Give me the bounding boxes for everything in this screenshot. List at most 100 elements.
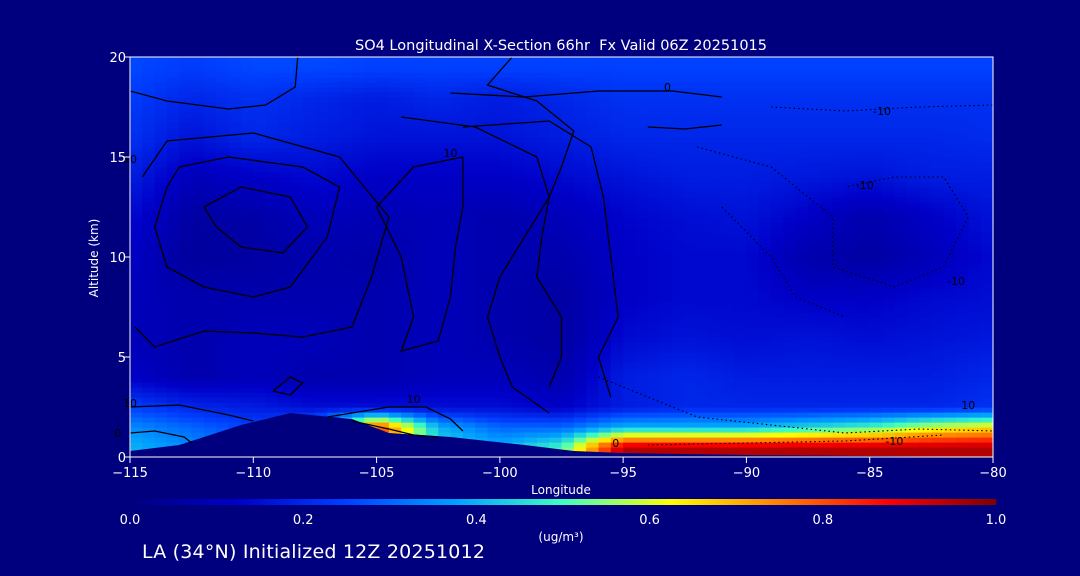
heatmap-cell xyxy=(832,377,846,383)
heatmap-cell xyxy=(968,222,982,228)
heatmap-cell xyxy=(401,132,415,138)
heatmap-cell xyxy=(894,102,908,108)
heatmap-cell xyxy=(314,207,328,213)
heatmap-cell xyxy=(734,252,748,258)
heatmap-cell xyxy=(524,162,538,168)
heatmap-cell xyxy=(179,217,193,223)
heatmap-cell xyxy=(351,312,365,318)
heatmap-cell xyxy=(906,347,920,353)
heatmap-cell xyxy=(672,232,686,238)
heatmap-cell xyxy=(795,217,809,223)
heatmap-cell xyxy=(314,267,328,273)
heatmap-cell xyxy=(734,157,748,163)
heatmap-cell xyxy=(302,97,316,103)
heatmap-cell xyxy=(647,417,661,423)
heatmap-cell xyxy=(302,407,316,413)
heatmap-cell xyxy=(610,212,624,218)
heatmap-cell xyxy=(130,377,143,383)
heatmap-cell xyxy=(561,367,575,373)
heatmap-cell xyxy=(154,337,168,343)
heatmap-cell xyxy=(808,127,821,133)
heatmap-cell xyxy=(376,347,390,353)
heatmap-cell xyxy=(672,342,686,348)
heatmap-cell xyxy=(277,202,291,208)
heatmap-cell xyxy=(130,177,143,183)
heatmap-cell xyxy=(610,237,624,243)
heatmap-cell xyxy=(487,157,501,163)
heatmap-cell xyxy=(561,232,575,238)
heatmap-cell xyxy=(302,142,316,148)
heatmap-cell xyxy=(524,387,538,393)
heatmap-cell xyxy=(561,332,575,338)
heatmap-cell xyxy=(561,337,575,343)
heatmap-cell xyxy=(795,142,809,148)
heatmap-cell xyxy=(586,267,600,273)
heatmap-cell xyxy=(142,327,156,333)
heatmap-cell xyxy=(820,237,834,243)
heatmap-cell xyxy=(746,237,760,243)
heatmap-cell xyxy=(598,317,612,323)
heatmap-cell xyxy=(795,197,809,203)
heatmap-cell xyxy=(869,447,883,453)
heatmap-cell xyxy=(487,422,501,428)
heatmap-cell xyxy=(265,182,279,188)
heatmap-cell xyxy=(450,332,464,338)
heatmap-cell xyxy=(253,202,267,208)
heatmap-cell xyxy=(524,172,538,178)
heatmap-cell xyxy=(734,102,748,108)
heatmap-cell xyxy=(351,317,365,323)
heatmap-cell xyxy=(487,322,501,328)
heatmap-cell xyxy=(623,192,637,198)
heatmap-cell xyxy=(610,387,624,393)
heatmap-cell xyxy=(771,182,785,188)
heatmap-cell xyxy=(154,137,168,143)
heatmap-cell xyxy=(512,427,526,433)
heatmap-cell xyxy=(845,212,858,218)
heatmap-cell xyxy=(376,232,390,238)
heatmap-cell xyxy=(623,352,637,358)
heatmap-cell xyxy=(536,332,550,338)
heatmap-cell xyxy=(808,312,821,318)
heatmap-cell xyxy=(623,212,637,218)
heatmap-cell xyxy=(401,247,415,253)
heatmap-cell xyxy=(216,327,230,333)
heatmap-cell xyxy=(191,407,205,413)
heatmap-cell xyxy=(253,112,267,118)
heatmap-cell xyxy=(820,192,834,198)
heatmap-cell xyxy=(438,412,452,418)
heatmap-cell xyxy=(290,267,304,273)
heatmap-cell xyxy=(820,182,834,188)
heatmap-cell xyxy=(351,237,365,243)
heatmap-cell xyxy=(388,297,402,303)
heatmap-cell xyxy=(684,362,698,368)
heatmap-cell xyxy=(413,272,427,278)
heatmap-cell xyxy=(290,112,304,118)
heatmap-cell xyxy=(968,262,982,268)
heatmap-cell xyxy=(635,297,649,303)
heatmap-cell xyxy=(647,157,661,163)
heatmap-cell xyxy=(832,147,846,153)
heatmap-cell xyxy=(314,392,328,398)
heatmap-cell xyxy=(549,242,563,248)
heatmap-cell xyxy=(734,167,748,173)
heatmap-cell xyxy=(869,232,883,238)
heatmap-cell xyxy=(351,152,365,158)
heatmap-cell xyxy=(549,227,563,233)
heatmap-cell xyxy=(154,177,168,183)
heatmap-cell xyxy=(364,417,378,423)
heatmap-cell xyxy=(475,207,489,213)
heatmap-cell xyxy=(425,132,439,138)
heatmap-cell xyxy=(697,427,711,433)
heatmap-cell xyxy=(388,407,402,413)
heatmap-cell xyxy=(438,337,452,343)
heatmap-cell xyxy=(302,347,316,353)
heatmap-cell xyxy=(364,132,378,138)
heatmap-cell xyxy=(475,307,489,313)
heatmap-cell xyxy=(931,307,945,313)
heatmap-cell xyxy=(968,212,982,218)
heatmap-cell xyxy=(154,362,168,368)
heatmap-cell xyxy=(869,182,883,188)
heatmap-cell xyxy=(216,192,230,198)
heatmap-cell xyxy=(709,117,723,123)
heatmap-cell xyxy=(561,202,575,208)
